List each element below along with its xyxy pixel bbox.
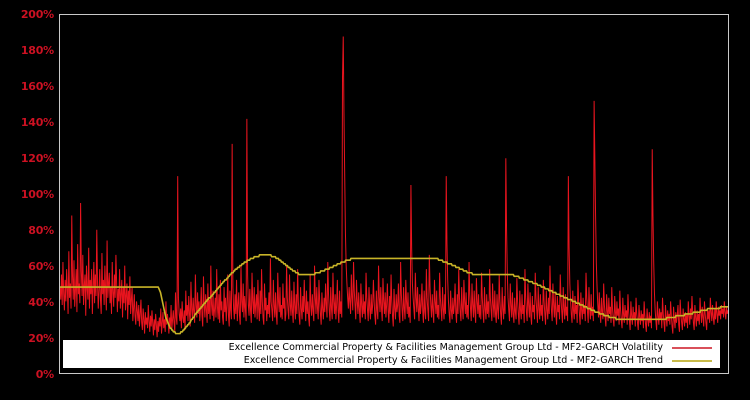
y-tick-label-140: 140% [20,116,54,129]
legend-label-volatility: Excellence Commercial Property & Facilit… [228,342,663,353]
y-tick-label-180: 180% [20,44,54,57]
y-tick-label-20: 20% [28,332,54,345]
y-tick-label-0: 0% [35,368,54,381]
y-tick-label-120: 120% [20,152,54,165]
legend-entry-trend: Excellence Commercial Property & Facilit… [63,354,720,367]
y-tick-label-60: 60% [28,260,54,273]
plot-area [59,14,729,374]
series-trend-line [60,255,728,334]
y-tick-label-40: 40% [28,296,54,309]
legend-swatch-trend-icon [672,359,712,362]
legend-entry-volatility: Excellence Commercial Property & Facilit… [63,341,720,354]
legend-swatch-volatility-icon [672,346,712,349]
series-volatility-line [60,36,728,337]
y-axis: 200% 180% 160% 140% 120% 100% 80% 60% 40… [0,0,54,400]
y-tick-label-200: 200% [20,8,54,21]
y-tick-label-160: 160% [20,80,54,93]
y-tick-label-80: 80% [28,224,54,237]
legend: Excellence Commercial Property & Facilit… [63,340,720,368]
y-tick-label-100: 100% [20,188,54,201]
legend-label-trend: Excellence Commercial Property & Facilit… [243,355,663,366]
plot-svg [60,15,728,373]
